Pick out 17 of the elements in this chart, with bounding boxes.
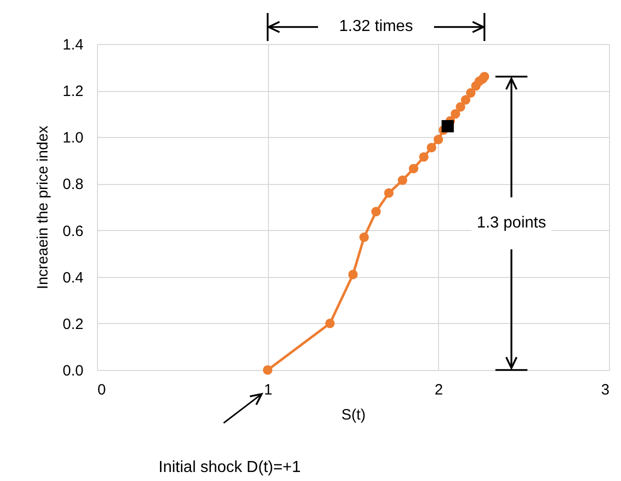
y-axis-title: Increaein the price index <box>34 125 52 290</box>
text: Initial shock D(t)=+1 <box>158 459 301 476</box>
x-axis-title: S(t) <box>341 406 366 424</box>
x-tick-label: 2 <box>434 382 444 398</box>
x-tick-label: 3 <box>601 382 610 398</box>
text: 1.32 times <box>339 18 413 36</box>
y-tick-label: 1.0 <box>62 130 84 147</box>
y-tick-label: 0.0 <box>62 362 84 380</box>
y-tick-label: 1.2 <box>62 83 84 100</box>
y-tick-label: 0.2 <box>62 316 84 333</box>
y-tick-label: 0.6 <box>62 222 84 240</box>
y-tick-label: 0.4 <box>62 269 84 286</box>
x-tick-label: 1 <box>264 382 272 398</box>
y-tick-label: 0.8 <box>62 176 84 194</box>
x-tick-label: 0 <box>98 382 106 398</box>
annotation: 1.3 points <box>476 214 546 232</box>
y-tick-label: 1.4 <box>62 36 84 54</box>
